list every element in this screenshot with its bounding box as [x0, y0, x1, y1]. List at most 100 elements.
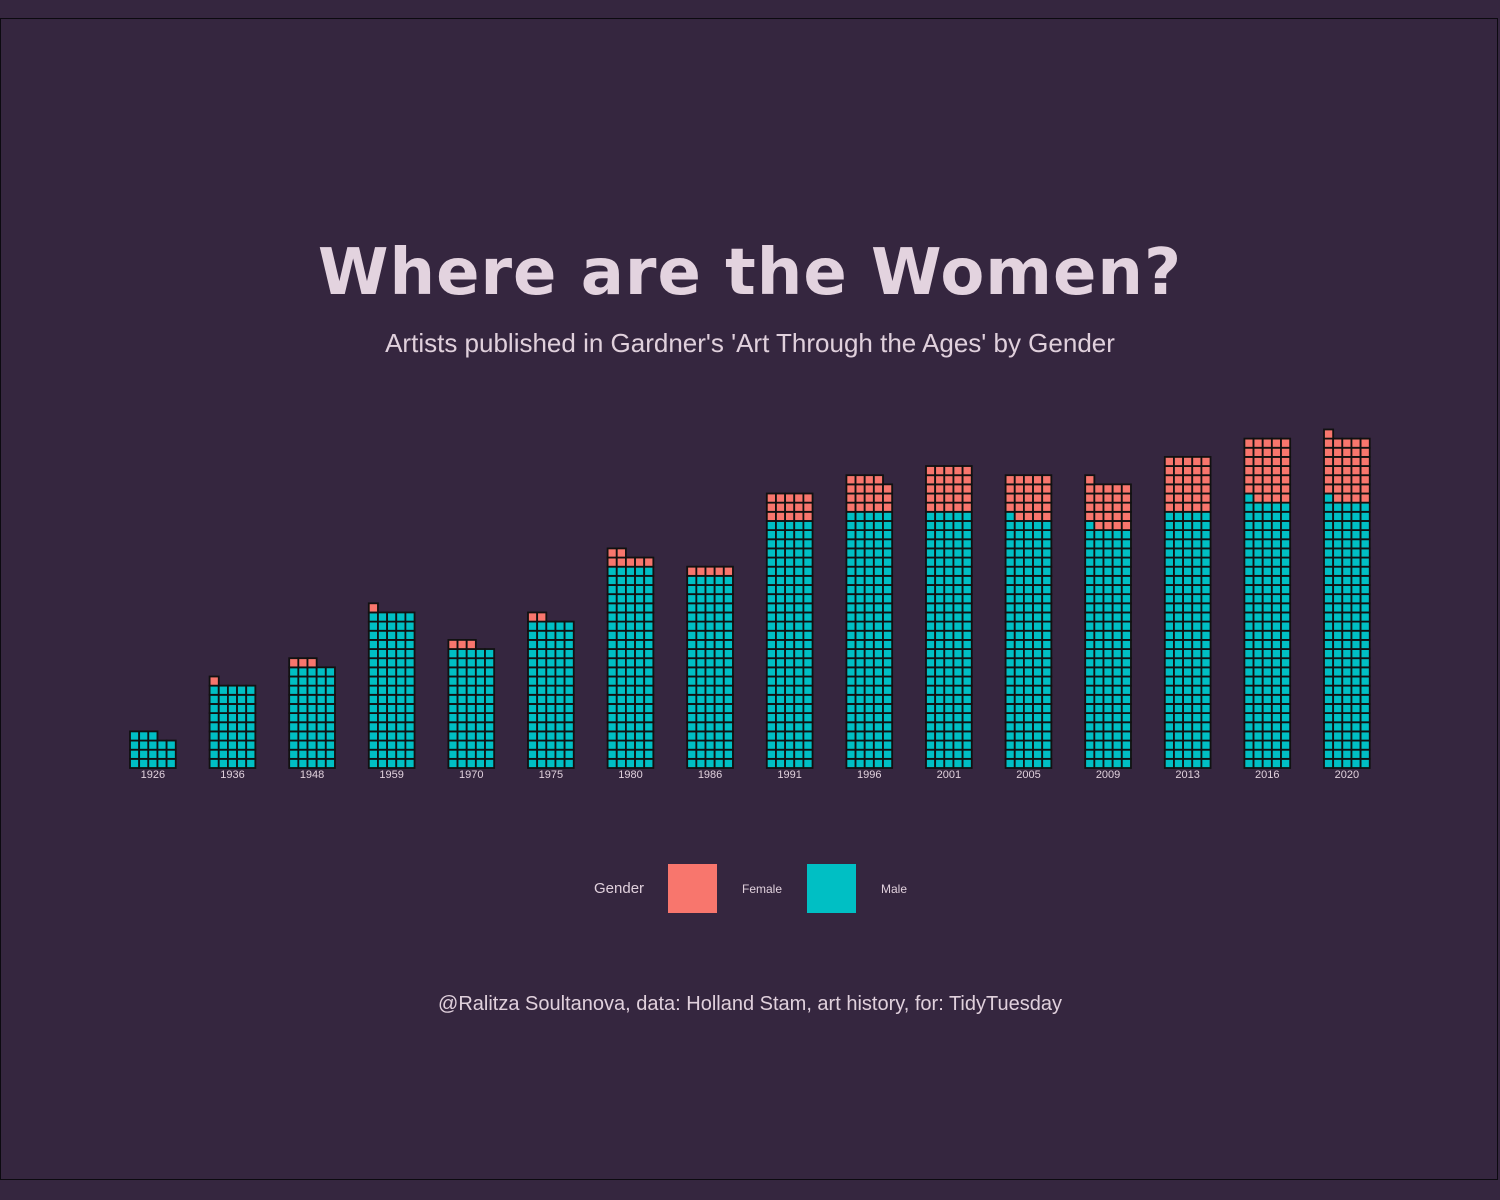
waffle-cell-female: [952, 474, 964, 486]
waffle-cell-male: [845, 602, 857, 614]
waffle-cell-male: [1032, 757, 1044, 769]
waffle-cell-male: [1120, 666, 1132, 678]
waffle-cell-male: [395, 657, 407, 669]
waffle-cell-male: [536, 748, 548, 760]
waffle-cell-female: [1261, 492, 1273, 504]
waffle-cell-male: [1252, 538, 1264, 550]
waffle-cell-male: [1243, 629, 1255, 641]
waffle-cell-male: [1111, 712, 1123, 724]
waffle-cell-male: [306, 730, 318, 742]
waffle-cell-male: [695, 574, 707, 586]
waffle-cell-male: [1280, 675, 1292, 687]
waffle-cell-female: [1243, 465, 1255, 477]
waffle-cell-male: [367, 748, 379, 760]
waffle-cell-male: [395, 739, 407, 751]
waffle-cell-female: [1111, 501, 1123, 513]
waffle-cell-male: [784, 584, 796, 596]
waffle-cell-female: [1004, 474, 1016, 486]
waffle-cell-male: [1013, 611, 1025, 623]
waffle-cell-male: [704, 739, 716, 751]
waffle-cell-male: [377, 657, 389, 669]
waffle-cell-male: [793, 620, 805, 632]
waffle-cell-male: [1173, 574, 1184, 586]
waffle-cell-male: [474, 703, 486, 715]
waffle-cell-male: [367, 693, 379, 705]
waffle-cell-male: [765, 529, 777, 541]
waffle-cell-male: [1120, 684, 1132, 696]
waffle-cell-male: [1341, 712, 1353, 724]
waffle-cell-male: [1004, 574, 1016, 586]
waffle-cell-male: [1270, 529, 1282, 541]
waffle-cell-male: [1013, 520, 1025, 532]
waffle-cell-female: [1359, 446, 1371, 458]
waffle-cell-male: [1084, 712, 1096, 724]
waffle-cell-male: [1252, 602, 1264, 614]
waffle-cell-male: [793, 556, 805, 568]
waffle-cell-male: [952, 602, 964, 614]
waffle-cell-female: [1102, 520, 1114, 532]
waffle-cell-male: [1120, 574, 1132, 586]
waffle-cell-male: [854, 602, 866, 614]
waffle-cell-male: [1191, 611, 1203, 623]
waffle-cell-male: [713, 748, 725, 760]
waffle-cell-male: [793, 629, 805, 641]
waffle-cell-male: [686, 703, 698, 715]
waffle-cell-male: [784, 721, 796, 733]
waffle-cell-female: [1023, 483, 1034, 495]
waffle-cell-male: [1200, 520, 1212, 532]
waffle-cell-female: [1013, 510, 1025, 522]
waffle-cell-male: [872, 593, 884, 605]
waffle-cell-male: [934, 629, 946, 641]
waffle-cell-male: [1084, 757, 1096, 769]
waffle-cell-female: [1093, 483, 1105, 495]
waffle-cell-male: [563, 648, 575, 660]
waffle-cell-male: [474, 675, 486, 687]
waffle-cell-male: [1120, 547, 1132, 559]
waffle-cell-male: [1023, 538, 1034, 550]
waffle-cell-male: [952, 593, 964, 605]
waffle-cell-male: [1084, 620, 1096, 632]
waffle-cell-male: [1350, 712, 1362, 724]
waffle-cell-male: [634, 657, 646, 669]
waffle-cell-female: [1093, 510, 1105, 522]
waffle-cell-male: [315, 739, 327, 751]
waffle-cell-male: [722, 730, 734, 742]
waffle-cell-male: [527, 748, 539, 760]
waffle-cell-male: [845, 593, 857, 605]
waffle-cell-male: [943, 620, 955, 632]
waffle-cell-male: [367, 712, 379, 724]
waffle-cell-male: [1252, 675, 1264, 687]
waffle-cell-male: [934, 620, 946, 632]
waffle-cell-male: [1270, 574, 1282, 586]
waffle-cell-male: [395, 639, 407, 650]
waffle-cell-male: [872, 602, 884, 614]
waffle-cell-male: [1350, 730, 1362, 742]
waffle-cell-male: [1252, 684, 1264, 696]
waffle-cell-male: [367, 703, 379, 715]
x-tick-label: 1959: [379, 769, 403, 781]
waffle-cell-male: [713, 712, 725, 724]
waffle-cell-male: [1102, 639, 1114, 650]
waffle-cell-male: [1013, 739, 1025, 751]
waffle-cell-male: [934, 574, 946, 586]
waffle-cell-male: [615, 602, 627, 614]
waffle-cell-male: [1280, 510, 1292, 522]
waffle-cell-male: [961, 675, 973, 687]
waffle-cell-male: [1023, 666, 1034, 678]
waffle-cell-male: [315, 730, 327, 742]
waffle-cell-male: [1004, 593, 1016, 605]
waffle-cell-female: [882, 492, 894, 504]
waffle-cell-male: [854, 712, 866, 724]
waffle-cell-male: [1261, 639, 1273, 650]
waffle-cell-male: [802, 574, 814, 586]
waffle-cell-male: [484, 712, 496, 724]
waffle-cell-male: [615, 629, 627, 641]
x-tick-label: 2005: [1016, 769, 1040, 781]
waffle-cell-male: [1191, 629, 1203, 641]
waffle-cell-female: [1243, 446, 1255, 458]
waffle-cell-male: [961, 730, 973, 742]
waffle-cell-female: [1323, 483, 1335, 495]
waffle-cell-male: [404, 684, 416, 696]
waffle-cell-female: [536, 611, 548, 623]
waffle-cell-male: [872, 565, 884, 577]
